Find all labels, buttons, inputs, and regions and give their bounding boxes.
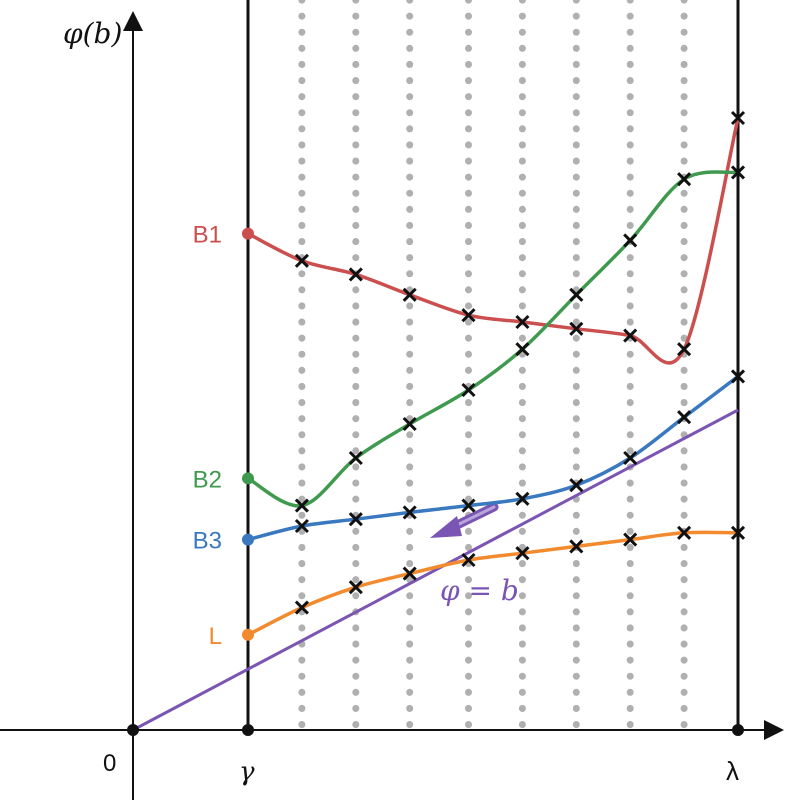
curve-l-label: L [209, 623, 222, 650]
curve-b2-cross-2 [348, 450, 363, 466]
curve-b1-cross-1 [294, 253, 309, 268]
curve-b2-cross-1 [294, 498, 309, 513]
curve-b2-start-point [242, 472, 254, 485]
curve-b3-cross-3 [402, 505, 417, 520]
curve-l-cross-5 [515, 546, 530, 561]
curve-b2-cross-9 [730, 165, 746, 180]
dotted-grid [298, 0, 688, 734]
y-axis-label: φ(b) [63, 17, 122, 50]
curve-b3-cross-1 [294, 518, 309, 534]
curve-l-cross-8 [677, 525, 692, 540]
curve-l-cross-6 [569, 539, 584, 554]
curve-l-cross-4 [461, 552, 476, 568]
curve-l-cross-2 [348, 580, 363, 595]
curve-b1-label: B1 [193, 222, 222, 249]
curve-b1-cross-9 [730, 110, 746, 126]
curve-b3-cross-4 [461, 498, 476, 513]
diagonal-label: φ = b [440, 574, 519, 607]
curve-b2-cross-6 [569, 287, 584, 302]
diagonal-line [132, 408, 739, 732]
curve-b3-cross-5 [515, 491, 530, 506]
lambda-label: λ [726, 756, 739, 786]
curve-b3-cross-2 [348, 512, 363, 527]
curve-b1-cross-2 [348, 267, 363, 282]
gamma-point [242, 724, 254, 736]
curve-b1-cross-7 [623, 328, 638, 343]
curve-l-cross-7 [623, 532, 638, 547]
curve-b3 [247, 375, 740, 542]
curve-b1-cross-3 [402, 287, 417, 302]
curve-b3-start-point [242, 533, 254, 546]
curve-l-start-point [242, 628, 254, 641]
curve-b3-cross-6 [569, 478, 584, 493]
curve-b2-cross-5 [515, 342, 530, 357]
curve-l-cross-1 [294, 600, 309, 615]
curve-b1-cross-8 [677, 342, 692, 357]
curve-b1-start-point [242, 227, 254, 240]
curve-b1-cross-5 [515, 314, 530, 330]
curve-b1 [247, 117, 740, 365]
curve-l-cross-3 [402, 566, 417, 581]
origin-point [127, 724, 139, 736]
curve-b2-cross-7 [623, 233, 638, 248]
curve-b2-cross-4 [461, 382, 476, 398]
curve-b3-cross-7 [623, 450, 638, 466]
direction-arrow [430, 502, 499, 538]
curve-b1-cross-4 [461, 308, 476, 323]
curve-b2-cross-8 [677, 172, 692, 187]
curve-l [247, 530, 739, 637]
curve-b3-cross-8 [677, 410, 692, 425]
curve-b3-label: B3 [193, 528, 222, 555]
origin-label: 0 [103, 750, 116, 777]
curve-b1-cross-6 [569, 321, 584, 336]
curve-b3-cross-9 [730, 369, 746, 384]
curve-l-cross-9 [730, 525, 746, 540]
curves-group: B1 B2 B3 L [193, 110, 746, 650]
lambda-point [732, 724, 744, 736]
curve-b2-label: B2 [193, 466, 222, 493]
gamma-label: γ [239, 757, 255, 787]
curve-b2-cross-3 [402, 416, 417, 432]
curve-b2 [247, 170, 739, 508]
